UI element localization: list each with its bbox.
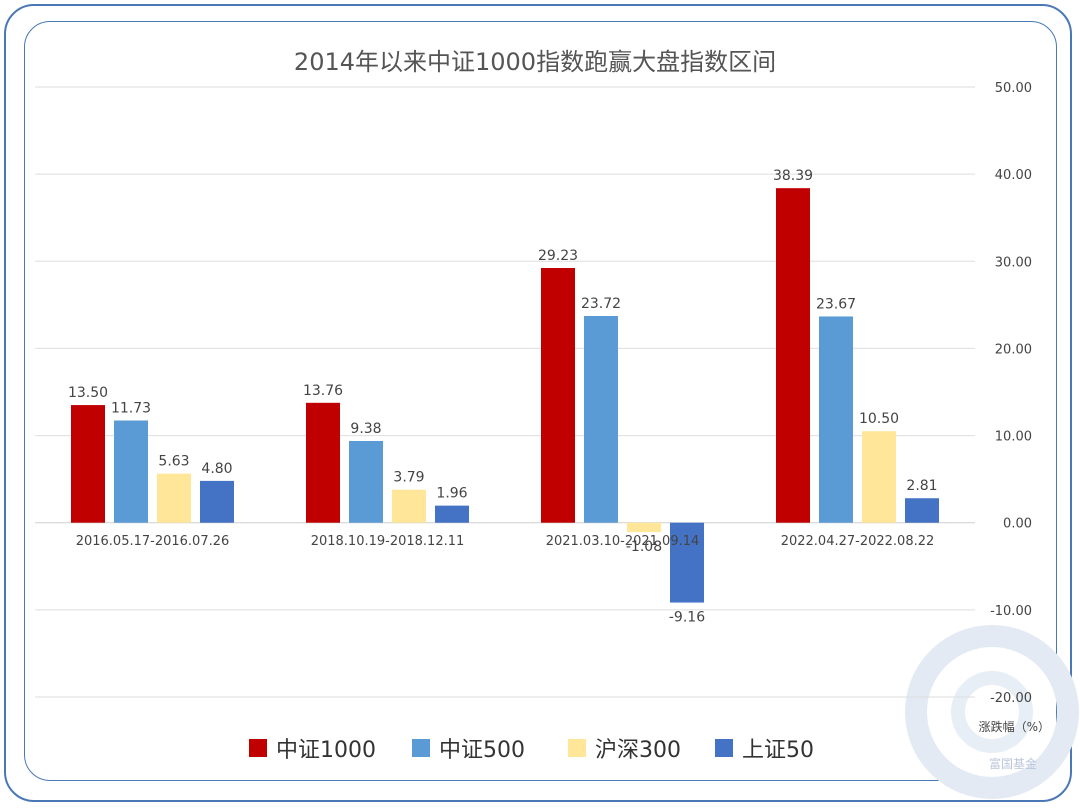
bar xyxy=(862,431,896,523)
legend: 中证1000 中证500 沪深300 上证50 xyxy=(249,738,814,763)
y-tick-label: 50.00 xyxy=(995,81,1032,96)
value-label: 5.63 xyxy=(158,454,189,470)
legend-swatch xyxy=(715,739,733,757)
value-label: 3.79 xyxy=(393,470,424,486)
category-labels: 2016.05.17-2016.07.26 2018.10.19-2018.12.… xyxy=(76,534,935,549)
value-label: -1.08 xyxy=(626,539,662,555)
value-label: 2.81 xyxy=(906,478,937,494)
value-label: 4.80 xyxy=(201,461,232,477)
watermark-logo: 富国基金 xyxy=(905,625,1079,799)
bar xyxy=(114,420,148,523)
value-label: 23.67 xyxy=(816,296,856,312)
bar xyxy=(306,402,340,523)
legend-swatch xyxy=(568,739,586,757)
bar xyxy=(541,267,575,523)
chart-title: 2014年以来中证1000指数跑赢大盘指数区间 xyxy=(294,48,776,76)
bars xyxy=(71,188,939,603)
outer-frame xyxy=(4,4,1072,802)
value-label: -9.16 xyxy=(669,610,705,626)
value-label: 9.38 xyxy=(350,421,381,437)
legend-label: 中证500 xyxy=(439,738,525,763)
y-tick-label: 20.00 xyxy=(995,342,1032,357)
value-label: 1.96 xyxy=(436,486,467,502)
value-label: 13.50 xyxy=(68,385,108,401)
bar xyxy=(349,440,383,523)
legend-swatch xyxy=(412,739,430,757)
legend-label: 中证1000 xyxy=(276,738,376,763)
bar xyxy=(392,489,426,523)
bar xyxy=(670,522,704,603)
bar xyxy=(200,480,234,523)
bar xyxy=(819,316,853,523)
legend-label: 上证50 xyxy=(742,738,814,763)
y-tick-label: 10.00 xyxy=(995,430,1032,445)
bar xyxy=(627,522,661,533)
category-label: 2018.10.19-2018.12.11 xyxy=(311,534,465,549)
value-label: 23.72 xyxy=(581,296,621,312)
bar xyxy=(584,316,618,523)
bar xyxy=(776,188,810,523)
y-tick-label: -10.00 xyxy=(990,604,1032,619)
gridlines xyxy=(35,86,975,698)
value-label: 11.73 xyxy=(111,400,151,416)
value-label: 13.76 xyxy=(303,383,343,399)
category-label: 2022.04.27-2022.08.22 xyxy=(781,534,935,549)
y-tick-label: -20.00 xyxy=(990,691,1032,706)
value-label: 10.50 xyxy=(859,411,899,427)
inner-frame xyxy=(24,21,1057,781)
legend-label: 沪深300 xyxy=(595,738,681,763)
category-label: 2021.03.10-2021.09.14 xyxy=(546,534,700,549)
bar xyxy=(157,473,191,523)
bar xyxy=(905,498,939,523)
y-tick-label: 30.00 xyxy=(995,255,1032,270)
y-axis-unit-label: 涨跌幅（%） xyxy=(979,719,1050,734)
bar xyxy=(435,505,469,523)
y-tick-label: 0.00 xyxy=(1003,517,1032,532)
bar xyxy=(71,405,105,523)
watermark-ring xyxy=(905,625,1079,799)
category-label: 2016.05.17-2016.07.26 xyxy=(76,534,230,549)
y-axis-ticks: 50.00 40.00 30.00 20.00 10.00 0.00 -10.00 -20.0… xyxy=(990,81,1032,706)
y-tick-label: 40.00 xyxy=(995,168,1032,183)
value-label: 38.39 xyxy=(773,168,813,184)
value-label: 29.23 xyxy=(538,248,578,264)
legend-swatch xyxy=(249,739,267,757)
watermark-text: 富国基金 xyxy=(989,756,1037,771)
watermark-inner-ring xyxy=(951,671,1033,753)
